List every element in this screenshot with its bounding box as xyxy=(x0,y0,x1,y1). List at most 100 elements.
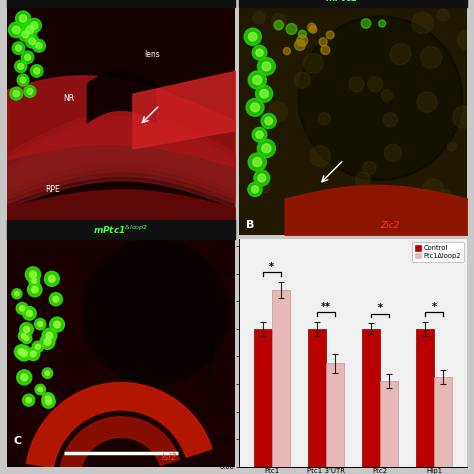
Circle shape xyxy=(29,38,36,45)
Circle shape xyxy=(257,57,275,75)
Circle shape xyxy=(30,64,43,77)
Circle shape xyxy=(246,99,264,116)
Circle shape xyxy=(379,20,386,27)
Bar xyxy=(326,364,344,467)
Circle shape xyxy=(268,102,288,122)
Circle shape xyxy=(50,317,64,332)
Circle shape xyxy=(274,20,283,30)
Circle shape xyxy=(15,45,22,51)
Circle shape xyxy=(308,23,316,31)
Circle shape xyxy=(46,399,52,404)
Circle shape xyxy=(21,374,27,381)
Circle shape xyxy=(261,183,271,193)
Polygon shape xyxy=(60,417,180,472)
Text: B: B xyxy=(246,220,254,230)
Circle shape xyxy=(15,292,19,296)
Circle shape xyxy=(257,139,275,157)
Circle shape xyxy=(262,144,271,153)
Circle shape xyxy=(248,153,266,171)
Bar xyxy=(380,381,398,467)
Circle shape xyxy=(19,306,25,311)
Circle shape xyxy=(30,351,36,357)
Circle shape xyxy=(16,11,30,26)
Bar xyxy=(417,329,434,467)
Circle shape xyxy=(303,54,323,73)
Circle shape xyxy=(20,77,26,83)
Circle shape xyxy=(18,64,24,69)
Circle shape xyxy=(251,186,258,193)
Circle shape xyxy=(20,323,33,336)
Circle shape xyxy=(368,77,383,92)
Circle shape xyxy=(261,113,276,128)
Circle shape xyxy=(301,18,460,178)
Circle shape xyxy=(298,16,462,180)
Circle shape xyxy=(309,26,317,33)
Circle shape xyxy=(248,71,266,89)
Circle shape xyxy=(253,75,262,84)
Circle shape xyxy=(310,146,330,166)
Text: *: * xyxy=(378,303,383,313)
Circle shape xyxy=(381,90,392,101)
Circle shape xyxy=(252,46,267,60)
Circle shape xyxy=(256,49,263,56)
Circle shape xyxy=(32,341,44,353)
Circle shape xyxy=(42,392,55,405)
Text: mPtc1$^{\Delta loop2}$: mPtc1$^{\Delta loop2}$ xyxy=(326,0,381,4)
Circle shape xyxy=(18,348,25,355)
Circle shape xyxy=(248,182,262,197)
Circle shape xyxy=(24,336,29,341)
Circle shape xyxy=(18,27,32,41)
Circle shape xyxy=(384,144,401,161)
Text: C: C xyxy=(14,436,22,446)
Circle shape xyxy=(214,216,229,232)
Circle shape xyxy=(349,77,364,92)
Circle shape xyxy=(294,72,310,88)
Text: Zic2: Zic2 xyxy=(380,221,400,230)
Circle shape xyxy=(253,157,262,166)
Circle shape xyxy=(27,18,41,32)
Circle shape xyxy=(256,131,263,138)
Circle shape xyxy=(49,292,63,306)
Circle shape xyxy=(244,28,261,46)
Circle shape xyxy=(294,40,305,50)
Circle shape xyxy=(262,62,271,71)
Polygon shape xyxy=(27,383,212,467)
Circle shape xyxy=(31,22,38,29)
Circle shape xyxy=(251,103,259,112)
Circle shape xyxy=(254,170,270,186)
Text: lens: lens xyxy=(144,50,160,59)
Circle shape xyxy=(33,39,46,52)
Text: **: ** xyxy=(321,301,331,311)
Circle shape xyxy=(32,278,36,283)
Circle shape xyxy=(283,47,291,55)
Circle shape xyxy=(420,46,442,68)
Bar xyxy=(434,377,452,467)
Circle shape xyxy=(34,68,40,74)
Circle shape xyxy=(417,92,437,112)
Circle shape xyxy=(17,370,32,385)
Text: Isl2: Isl2 xyxy=(162,453,178,462)
Circle shape xyxy=(27,283,42,297)
Circle shape xyxy=(26,26,34,34)
Circle shape xyxy=(255,85,273,102)
Circle shape xyxy=(48,275,55,282)
Circle shape xyxy=(15,60,27,73)
Circle shape xyxy=(9,22,24,37)
Circle shape xyxy=(35,319,46,330)
Circle shape xyxy=(310,235,330,255)
Circle shape xyxy=(54,321,60,328)
Circle shape xyxy=(440,190,451,200)
Circle shape xyxy=(27,347,40,361)
Circle shape xyxy=(44,338,51,345)
Circle shape xyxy=(35,384,46,395)
Circle shape xyxy=(248,32,257,41)
Bar xyxy=(239,0,467,7)
Circle shape xyxy=(23,394,35,406)
Circle shape xyxy=(42,328,57,343)
Circle shape xyxy=(453,106,474,128)
Text: EGFP: EGFP xyxy=(106,0,136,2)
Circle shape xyxy=(390,44,411,64)
Circle shape xyxy=(35,344,40,349)
Circle shape xyxy=(423,179,443,200)
Circle shape xyxy=(356,173,370,187)
